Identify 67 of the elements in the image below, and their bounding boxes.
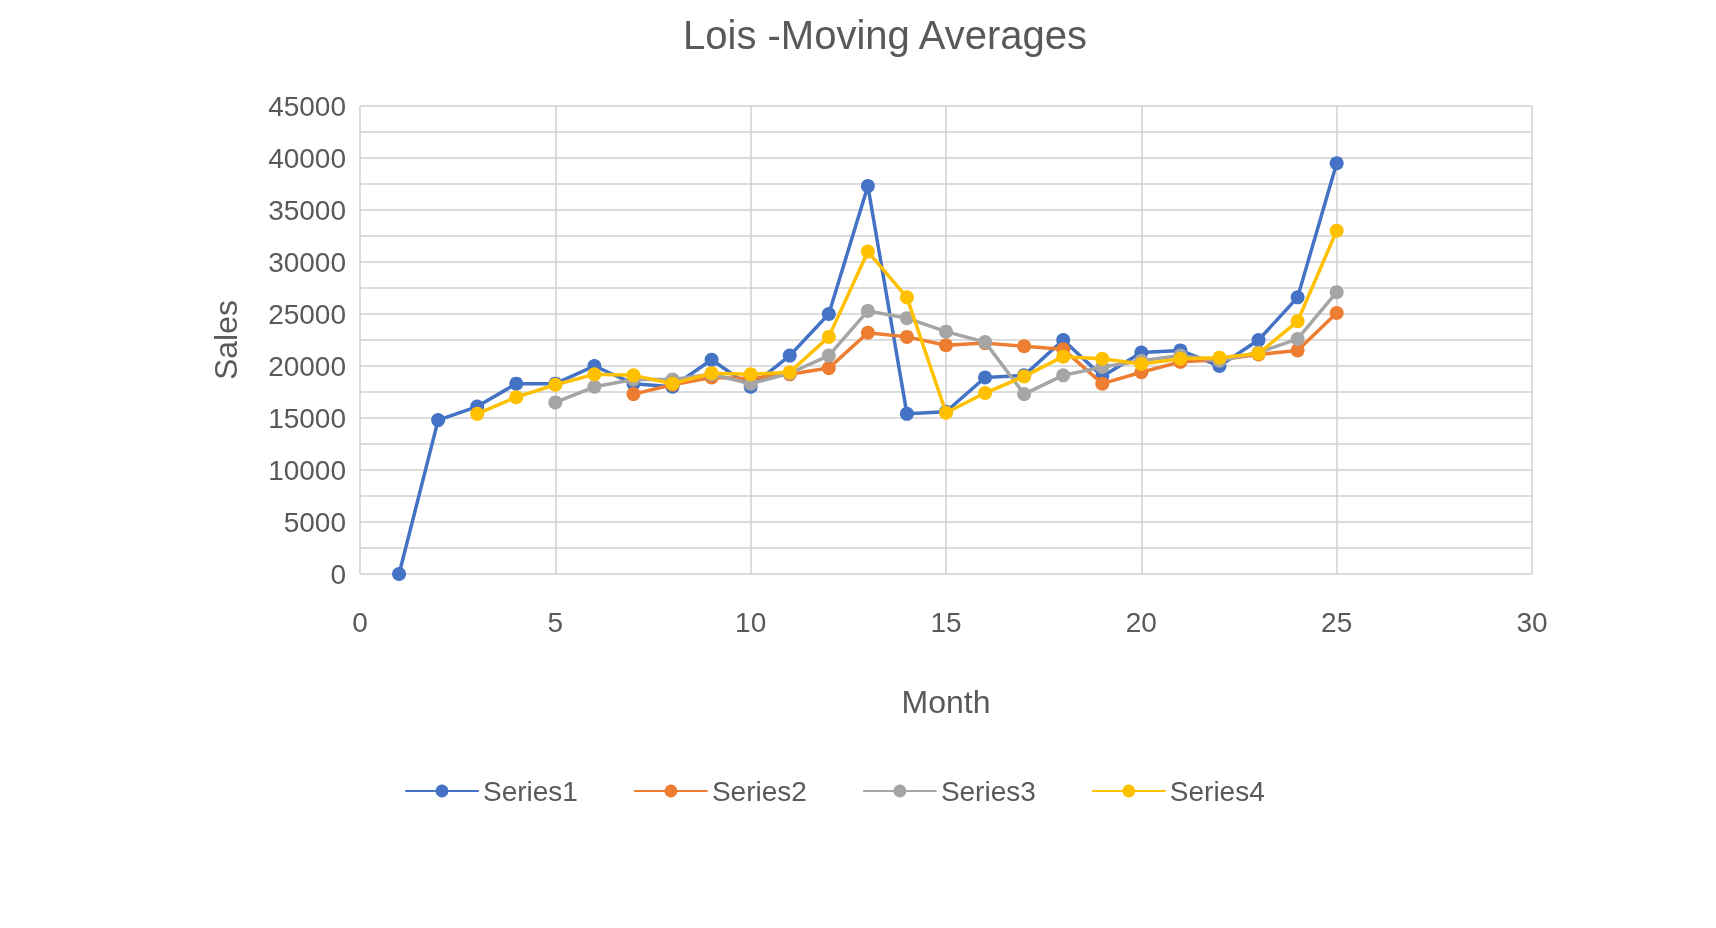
x-tick-label: 10 (735, 606, 767, 638)
point (509, 376, 524, 391)
point (1251, 333, 1266, 347)
point (860, 179, 875, 194)
x-tick-label: 15 (930, 606, 962, 638)
point (1017, 387, 1032, 402)
x-axis-title: Month (901, 684, 991, 720)
point (1290, 290, 1305, 305)
y-tick-label: 25000 (268, 298, 346, 330)
y-tick-label: 0 (330, 558, 346, 590)
point (939, 338, 953, 353)
point (587, 367, 602, 382)
point (626, 368, 641, 383)
point (626, 387, 641, 402)
point (1017, 339, 1032, 354)
x-tick-label: 25 (1321, 606, 1353, 638)
point (899, 311, 914, 326)
y-tick-label: 45000 (268, 90, 346, 122)
point (1056, 368, 1071, 383)
point (899, 290, 914, 305)
y-tick-label: 5000 (283, 506, 346, 538)
y-tick-label: 30000 (268, 246, 346, 278)
point (821, 307, 836, 321)
y-tick-label: 35000 (268, 194, 346, 226)
y-axis-title: Sales (208, 299, 244, 381)
point (704, 352, 719, 367)
point (939, 324, 953, 339)
point (821, 348, 836, 363)
x-tick-label: 20 (1125, 606, 1157, 638)
point (548, 395, 563, 410)
point (1056, 349, 1071, 364)
point (1290, 314, 1305, 329)
point (978, 386, 993, 401)
legend-label: Series4 (1169, 775, 1265, 807)
point (782, 348, 797, 363)
point (899, 406, 914, 421)
point (1290, 331, 1305, 346)
point (587, 379, 602, 394)
point (470, 406, 485, 421)
point (743, 367, 758, 382)
point (509, 390, 524, 405)
x-tick-label: 30 (1516, 606, 1548, 638)
point (431, 413, 446, 428)
x-tick-label: 5 (547, 606, 564, 638)
point (978, 370, 993, 385)
y-tick-label: 15000 (268, 402, 346, 434)
legend-label: Series3 (940, 775, 1036, 807)
point (1095, 351, 1110, 366)
point (1329, 285, 1344, 300)
point (860, 303, 875, 318)
point (392, 567, 407, 581)
y-tick-label: 10000 (268, 454, 346, 486)
point (821, 329, 836, 344)
point (1329, 156, 1344, 171)
point (821, 361, 836, 376)
x-tick-label: 0 (352, 606, 368, 638)
point (860, 325, 875, 340)
chart-title: Lois -Moving Averages (683, 13, 1087, 57)
point (860, 244, 875, 259)
legend-label: Series1 (483, 775, 578, 807)
point (1329, 305, 1344, 320)
y-tick-label: 40000 (268, 142, 346, 174)
point (899, 329, 914, 344)
y-tick-label: 20000 (268, 350, 346, 382)
legend-label: Series2 (711, 775, 807, 807)
point (1095, 376, 1110, 391)
point (1329, 223, 1344, 238)
